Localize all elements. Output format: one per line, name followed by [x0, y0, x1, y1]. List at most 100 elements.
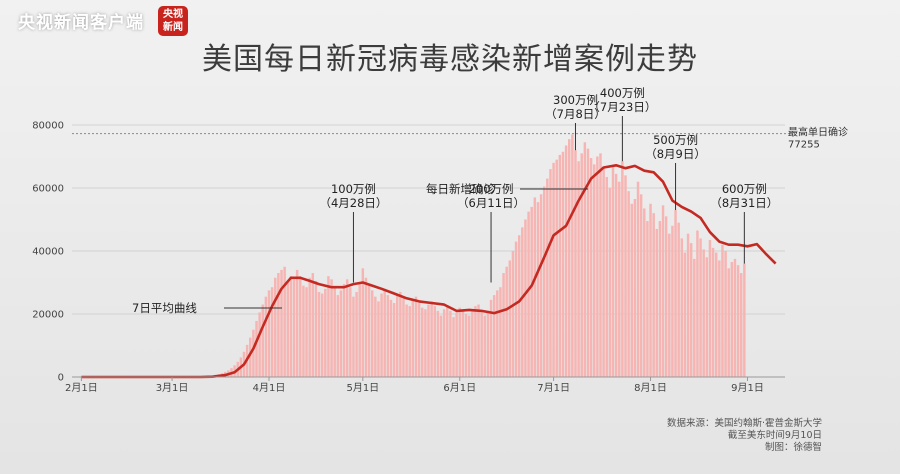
daily-case-bar	[399, 291, 402, 377]
y-tick-label: 60000	[32, 184, 64, 195]
daily-case-bar	[677, 222, 680, 377]
daily-case-bar	[683, 252, 687, 377]
daily-case-bar	[461, 309, 465, 377]
daily-case-bar	[593, 164, 596, 377]
daily-case-bar	[358, 284, 361, 377]
daily-case-bar	[568, 139, 571, 377]
daily-case-bar	[674, 210, 677, 377]
daily-case-bar	[671, 225, 674, 377]
daily-case-bar	[430, 301, 433, 377]
source-line-1: 数据来源：美国约翰斯·霍普金斯大学	[666, 418, 822, 429]
daily-case-bar	[630, 203, 633, 377]
milestone-date: （4月28日）	[319, 196, 387, 210]
daily-case-bar	[261, 304, 264, 377]
daily-case-bar	[414, 296, 418, 377]
daily-case-bar	[655, 228, 659, 377]
daily-case-bar	[389, 299, 393, 377]
x-tick-label: 8月1日	[634, 382, 667, 394]
daily-case-bar	[580, 153, 583, 377]
daily-case-bar	[586, 148, 590, 377]
x-tick-label: 5月1日	[346, 382, 379, 394]
daily-case-bar	[664, 216, 668, 377]
milestone-label: 400万例	[600, 86, 645, 100]
daily-case-bar	[733, 258, 737, 377]
daily-case-bar	[661, 205, 665, 377]
daily-case-bar	[295, 269, 299, 377]
max-daily-reference-value: 77255	[788, 140, 820, 151]
daily-case-bar	[596, 156, 599, 377]
daily-case-bar	[530, 206, 533, 377]
daily-case-bar	[499, 287, 502, 377]
daily-case-bar	[561, 151, 565, 377]
daily-case-bar	[718, 260, 721, 377]
daily-case-bar	[289, 276, 293, 377]
daily-case-bar	[696, 230, 699, 377]
daily-case-bar	[727, 268, 730, 377]
daily-case-bar	[636, 181, 640, 377]
daily-case-bar	[367, 285, 371, 377]
daily-case-bar	[305, 287, 308, 377]
daily-case-bar	[267, 290, 271, 377]
daily-case-bar	[458, 307, 461, 377]
x-tick-label: 9月1日	[731, 382, 764, 394]
daily-case-bar	[474, 306, 477, 377]
daily-case-bar	[270, 287, 274, 377]
daily-case-bar	[324, 288, 327, 377]
milestone-date: （6月11日）	[457, 196, 525, 210]
daily-case-bar	[374, 296, 377, 377]
daily-case-bar	[467, 315, 471, 377]
daily-case-bar	[370, 290, 374, 377]
source-note: 数据来源：美国约翰斯·霍普金斯大学 截至美东时间9月10日 制图：徐德智	[667, 418, 822, 454]
daily-case-bar	[311, 273, 315, 377]
daily-case-bar	[496, 290, 499, 377]
daily-case-bar	[589, 158, 593, 377]
daily-case-bar	[377, 301, 380, 377]
daily-case-bar	[624, 175, 627, 377]
milestone-label: 500万例	[653, 133, 698, 147]
brand-name: 央视新闻客户端	[18, 13, 144, 33]
milestone-label: 100万例	[331, 182, 376, 196]
daily-case-bar	[455, 312, 458, 377]
daily-case-bar	[714, 252, 718, 377]
source-line-3: 制图：徐德智	[764, 442, 822, 453]
daily-case-bar	[627, 191, 630, 377]
daily-case-bar	[446, 306, 449, 377]
daily-case-bar	[277, 273, 280, 377]
daily-case-bar	[514, 241, 518, 377]
daily-case-bar	[602, 167, 605, 377]
daily-case-bar	[336, 295, 340, 377]
daily-case-bar	[408, 306, 411, 377]
daily-case-bar	[605, 176, 608, 377]
daily-case-bar	[411, 299, 415, 377]
daily-case-bar	[339, 290, 343, 377]
daily-case-bar	[471, 310, 474, 377]
max-daily-reference-label: 最高单日确诊	[788, 126, 848, 139]
y-tick-label: 0	[58, 373, 64, 384]
milestone-date: （7月23日）	[588, 100, 656, 114]
daily-case-bar	[668, 233, 671, 377]
daily-case-bar	[383, 288, 386, 377]
daily-case-bar	[511, 251, 515, 377]
daily-case-bar	[743, 263, 746, 377]
daily-case-bar	[639, 194, 643, 377]
daily-case-bar	[421, 307, 424, 377]
daily-case-bar	[686, 233, 690, 377]
daily-case-bar	[505, 266, 508, 377]
daily-case-bar	[427, 304, 430, 377]
daily-series-label: 每日新增确诊	[426, 182, 495, 196]
daily-case-bar	[574, 150, 577, 377]
daily-case-bar	[449, 310, 452, 377]
daily-case-bar	[264, 296, 268, 377]
daily-case-bar	[483, 315, 487, 377]
daily-case-bar	[364, 277, 368, 377]
daily-case-bar	[480, 312, 483, 377]
brand-badge-top: 央视	[163, 9, 183, 20]
daily-case-bar	[258, 312, 261, 377]
daily-case-bar	[477, 304, 480, 377]
daily-case-bar	[633, 199, 637, 377]
daily-case-bar	[711, 247, 715, 377]
daily-case-bar	[643, 208, 646, 377]
daily-case-bar	[299, 276, 302, 377]
